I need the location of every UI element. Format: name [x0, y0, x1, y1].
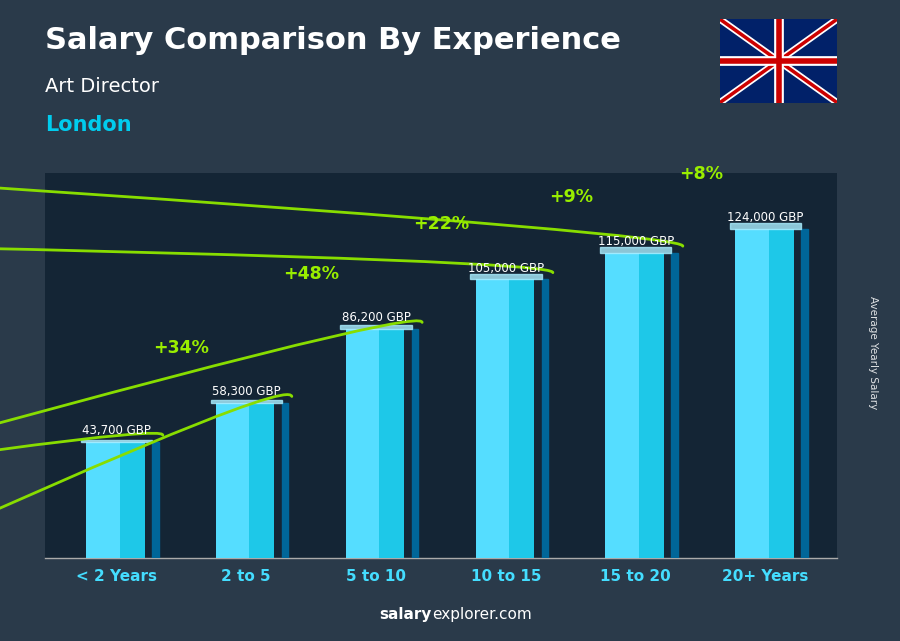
Text: 58,300 GBP: 58,300 GBP: [212, 385, 281, 399]
Text: London: London: [45, 115, 131, 135]
Bar: [801, 229, 807, 558]
Bar: [600, 247, 671, 253]
Text: +8%: +8%: [679, 165, 723, 183]
Text: Art Director: Art Director: [45, 77, 159, 96]
Bar: [730, 223, 801, 229]
Bar: [470, 274, 542, 279]
Bar: [249, 403, 274, 558]
Bar: [211, 400, 282, 403]
Text: 86,200 GBP: 86,200 GBP: [342, 312, 410, 324]
Bar: [86, 442, 125, 558]
Bar: [735, 229, 775, 558]
Text: explorer.com: explorer.com: [432, 607, 532, 622]
Bar: [152, 442, 158, 558]
Bar: [639, 253, 664, 558]
Bar: [542, 279, 548, 558]
Bar: [282, 403, 288, 558]
Text: +22%: +22%: [413, 215, 469, 233]
Text: 124,000 GBP: 124,000 GBP: [727, 211, 804, 224]
Bar: [475, 279, 515, 558]
Bar: [340, 325, 412, 329]
Text: Average Yearly Salary: Average Yearly Salary: [868, 296, 878, 409]
Text: +9%: +9%: [549, 188, 593, 206]
Bar: [346, 329, 385, 558]
Bar: [120, 442, 145, 558]
Text: +34%: +34%: [153, 339, 210, 357]
Text: 115,000 GBP: 115,000 GBP: [598, 235, 674, 248]
Text: 105,000 GBP: 105,000 GBP: [468, 262, 544, 274]
Bar: [606, 253, 644, 558]
Text: 43,700 GBP: 43,700 GBP: [82, 424, 151, 437]
Bar: [379, 329, 404, 558]
Text: salary: salary: [380, 607, 432, 622]
Bar: [769, 229, 794, 558]
Bar: [671, 253, 678, 558]
Bar: [412, 329, 418, 558]
Text: Salary Comparison By Experience: Salary Comparison By Experience: [45, 26, 621, 54]
Bar: [509, 279, 534, 558]
Bar: [216, 403, 256, 558]
Text: +48%: +48%: [284, 265, 339, 283]
Bar: [81, 440, 152, 442]
